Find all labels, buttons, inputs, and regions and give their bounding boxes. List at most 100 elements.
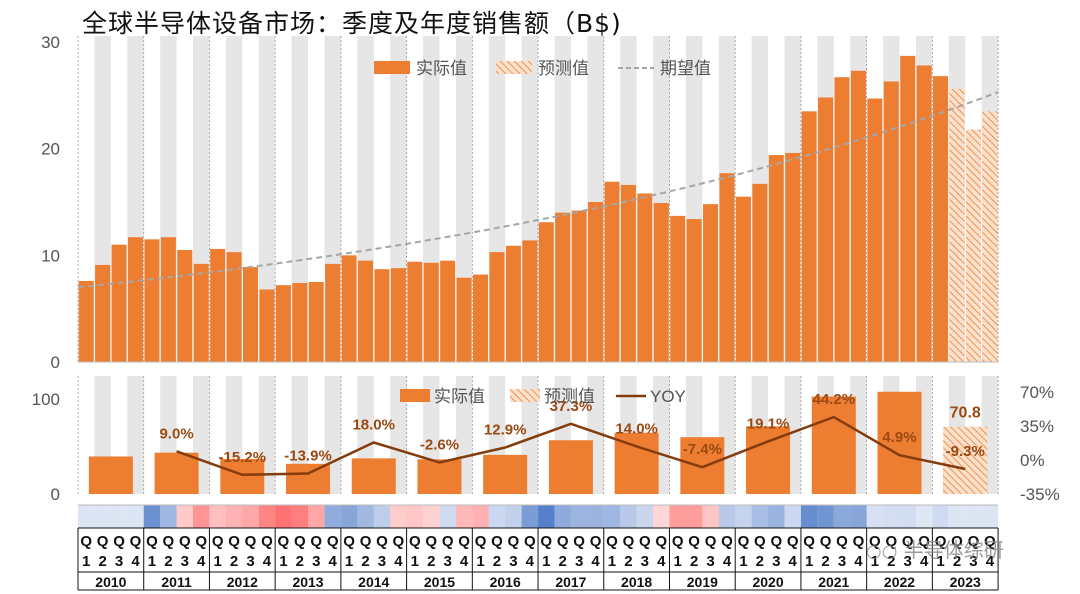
quarter-tick-label: 3 [444,553,452,570]
forecast-value-label: 70.8 [950,405,981,422]
actual-bar [390,268,406,362]
actual-bar [144,239,160,362]
heat-cell [833,505,851,528]
quarter-tick-label: 2 [690,553,698,570]
quarter-tick-label: 4 [197,553,206,570]
quarter-tick-label: Q [80,533,92,550]
quarter-tick-label: Q [540,533,552,550]
quarter-tick-label: Q [935,533,947,550]
heat-cell [883,505,900,528]
actual-bar [259,289,275,362]
heat-cell [505,505,522,528]
heat-cell [784,505,801,528]
quarter-tick-label: Q [195,533,207,550]
quarter-tick-label: Q [787,533,799,550]
actual-bar [703,204,719,362]
quarter-tick-label: Q [902,533,914,550]
year-tick-label: 2012 [227,574,258,590]
year-tick-label: 2017 [555,574,586,590]
heat-cell [653,505,670,528]
yoy-label: -2.6% [420,437,459,454]
actual-bar [374,269,390,362]
yoy-label: 14.0% [615,420,658,437]
annual-actual-bar [286,463,331,494]
quarter-tick-label: Q [475,533,487,550]
quarter-tick-label: Q [442,533,454,550]
quarter-tick-label: 3 [246,553,254,570]
quarterly-sales-plot [77,55,999,363]
actual-bar [916,65,932,362]
year-tick-label: 2010 [95,574,126,590]
annual-actual-bar [811,396,856,494]
quarter-tick-label: Q [146,533,158,550]
quarter-tick-label: 4 [131,553,140,570]
quarter-tick-label: Q [639,533,651,550]
quarter-tick-label: Q [491,533,503,550]
quarter-tick-label: 4 [723,553,732,570]
heat-cell [78,505,95,528]
actual-bar [341,255,357,362]
heat-cell [455,505,473,528]
heat-cell [768,505,785,528]
quarter-tick-label: Q [623,533,635,550]
heat-cell [127,505,144,528]
quarter-tick-label: 4 [920,553,929,570]
actual-bar [653,203,669,362]
annual-actual-bar [877,391,922,494]
forecast-bar [982,111,998,362]
quarter-tick-label: 2 [756,553,764,570]
quarter-tick-label: Q [951,533,963,550]
quarter-tick-label: Q [360,533,372,550]
actual-bar [620,184,636,362]
axis-ticks: 0 10 20 30 0 100 70% 35% 0% -35% [32,33,1060,504]
actual-bar [440,260,456,362]
quarter-tick-label: Q [376,533,388,550]
annual-forecast-bar [943,426,988,494]
heat-cell [373,505,391,528]
quarter-tick-label: 2 [953,553,961,570]
quarter-tick-label: Q [310,533,322,550]
heat-cell [340,505,358,528]
quarter-tick-label: Q [409,533,421,550]
yoy-label: -13.9% [284,448,332,465]
actual-bar [604,181,620,362]
yoy-label: 4.9% [882,429,916,446]
quarter-tick-label: 4 [657,553,666,570]
quarter-tick-label: 2 [164,553,172,570]
heat-cell [669,505,686,528]
quarter-tick-label: Q [343,533,355,550]
yoy-line [176,415,966,477]
actual-bar [555,212,571,362]
actual-bar [538,222,554,362]
quarter-tick-label: 3 [509,553,517,570]
annual-actual-bar [746,426,791,494]
quarter-tick-label: Q [754,533,766,550]
y-tick-label: 10 [41,246,60,265]
yoy-label: 18.0% [352,417,395,434]
actual-bar [637,193,653,362]
year-tick-label: 2013 [292,574,323,590]
y2-tick-label: 0% [1020,451,1045,470]
annual-sales-plot: 70.8 9.0% -15.2% -13.9% 18.0% -2.6% 12.9% 37.3%… [88,391,988,494]
actual-bar [883,81,899,362]
quarter-tick-label: 3 [312,553,320,570]
quarter-tick-label: 3 [838,553,846,570]
y2-tick-label: -35% [1020,485,1060,504]
actual-bar [850,70,866,363]
quarter-tick-label: 1 [936,553,944,570]
quarter-tick-label: 3 [706,553,714,570]
quarter-tick-label: Q [721,533,733,550]
legend-label: 实际值 [434,387,485,407]
heat-cell [948,505,966,528]
heat-cell [160,505,177,528]
annual-actual-bar [614,432,659,494]
quarter-tick-label: Q [228,533,240,550]
actual-bar [473,274,489,362]
legend-label: YOY [650,387,686,406]
quarter-tick-label: 3 [378,553,386,570]
heat-cell [570,505,588,528]
annual-actual-bar [548,440,593,494]
actual-bar [867,98,883,363]
legend-swatch-forecast [496,61,532,74]
